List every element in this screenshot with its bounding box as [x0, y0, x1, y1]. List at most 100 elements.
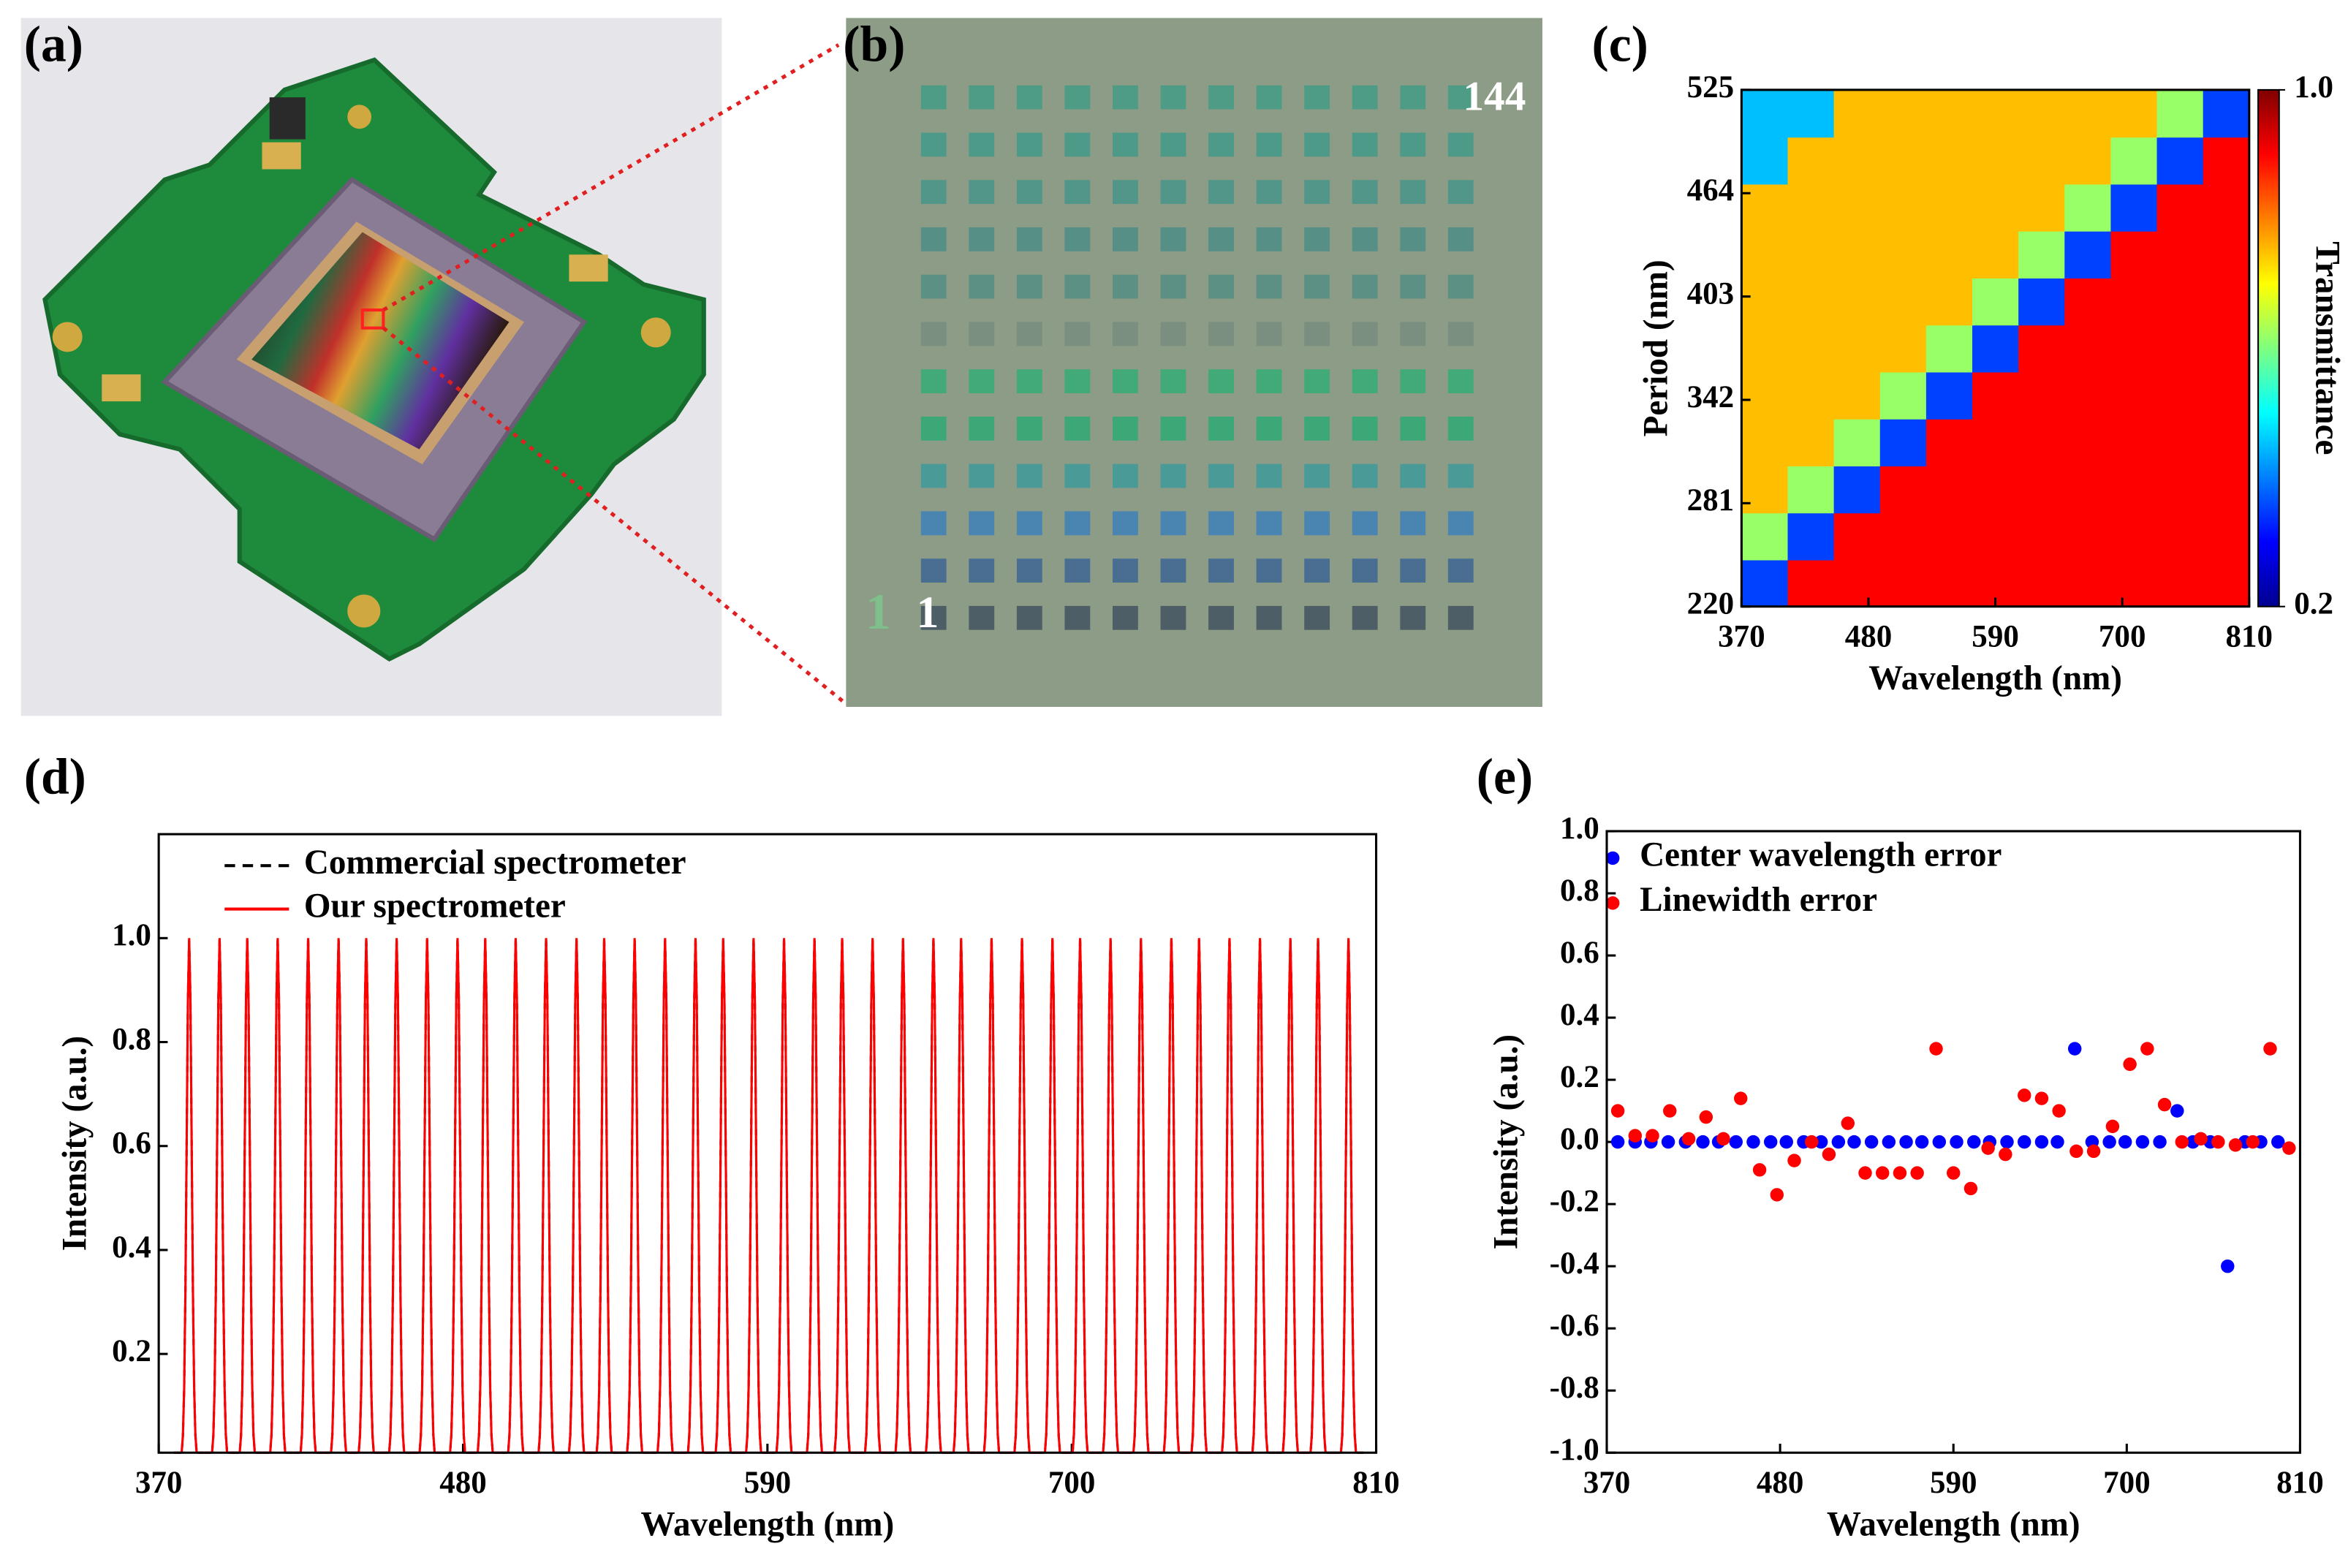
scatter-point: [2052, 1104, 2066, 1118]
filter-square: [1208, 558, 1234, 583]
filter-square: [1352, 227, 1378, 251]
x-tick-label: 370: [1583, 1466, 1631, 1500]
filter-square: [1256, 132, 1282, 157]
heatmap-cell: [1879, 418, 1927, 466]
legend-label: Center wavelength error: [1640, 836, 2002, 874]
filter-square: [1208, 132, 1234, 157]
panel-label: (a): [24, 17, 83, 73]
heatmap-cell: [2064, 512, 2112, 561]
heatmap-cell: [2018, 418, 2066, 466]
scatter-point: [1734, 1091, 1748, 1105]
heatmap-cell: [2018, 325, 2066, 373]
scatter-point: [1950, 1135, 1963, 1149]
heatmap-cell: [2156, 89, 2204, 138]
plot-frame: [157, 833, 1378, 1454]
heatmap-cell: [1741, 89, 1789, 138]
filter-square: [1208, 463, 1234, 488]
zoom-line: [382, 43, 840, 312]
spectrum-peak: [946, 938, 977, 1454]
photo-b: [846, 18, 1542, 707]
spectrum-peak: [1007, 938, 1037, 1454]
filter-square: [1113, 558, 1138, 583]
heatmap-cell: [1741, 183, 1789, 232]
x-tick-label: 700: [1048, 1466, 1096, 1500]
y-tick-label: 0.4: [112, 1230, 151, 1265]
heatmap-cell: [2064, 277, 2112, 326]
filter-square: [1352, 605, 1378, 630]
y-tick-label: 1.0: [112, 918, 151, 952]
heatmap-cell: [1833, 512, 1881, 561]
scatter-point: [2135, 1135, 2150, 1149]
spectrum-peak: [1184, 938, 1214, 1454]
filter-square: [1160, 511, 1186, 536]
scatter-point: [2157, 1097, 2172, 1112]
scatter-point: [2246, 1135, 2260, 1149]
heatmap-cell: [2064, 325, 2112, 373]
legend-label: Our spectrometer: [304, 887, 566, 925]
spectrum-peak: [1333, 938, 1364, 1454]
spectrum-peak: [827, 938, 857, 1454]
filter-square: [1208, 605, 1234, 630]
spectrum-peak: [769, 938, 799, 1454]
filter-square: [1304, 227, 1330, 251]
spectrum-peak: [650, 938, 681, 1454]
heatmap-cell: [2064, 465, 2112, 514]
filter-square: [1400, 274, 1426, 299]
y-tick-label: 0.0: [1560, 1122, 1599, 1156]
filter-square: [1447, 132, 1474, 157]
heatmap-cell: [1741, 465, 1789, 514]
spectrum-peak: [470, 938, 501, 1454]
heatmap-cell: [2203, 418, 2250, 466]
scatter-point: [1841, 1116, 1855, 1130]
x-axis-label: Wavelength (nm): [1868, 659, 2122, 697]
spectrum-peak: [650, 938, 681, 1454]
scatter-point: [1858, 1166, 1872, 1180]
heatmap-cell: [1972, 89, 2020, 138]
filter-square: [1352, 322, 1378, 346]
spectrum-peak: [1303, 938, 1333, 1454]
filter-square: [1400, 322, 1426, 346]
heatmap-cell: [2156, 230, 2204, 279]
filter-square: [920, 511, 947, 536]
heatmap-cell: [1787, 277, 1835, 326]
spectrum-peak: [589, 938, 619, 1454]
filter-square: [1016, 558, 1042, 583]
filter-square: [1352, 511, 1378, 536]
scatter-point: [1910, 1166, 1924, 1180]
filter-square: [1016, 416, 1042, 441]
colorbar-tick-label: 1.0: [2294, 70, 2333, 105]
spectrum-peak: [174, 938, 205, 1454]
x-tick-label: 480: [1757, 1466, 1804, 1500]
colorbar: [2257, 88, 2280, 607]
spectrum-peak: [1037, 938, 1068, 1454]
scatter-point: [1929, 1042, 1943, 1056]
filter-square: [1400, 227, 1426, 251]
x-tick-label: 590: [1930, 1466, 1977, 1500]
heatmap-cell: [1879, 559, 1927, 607]
heatmap-cell: [2064, 371, 2112, 420]
heatmap-cell: [1879, 465, 1927, 514]
heatmap-cell: [1741, 277, 1789, 326]
spectrum-peak: [708, 938, 738, 1454]
filter-square: [1113, 85, 1138, 110]
heatmap-cell: [1925, 371, 1974, 420]
x-tick-label: 370: [135, 1466, 183, 1500]
y-tick-label: -0.2: [1550, 1184, 1599, 1219]
filter-square: [920, 132, 947, 157]
filter-square: [1113, 132, 1138, 157]
heatmap-cell: [1741, 230, 1789, 279]
heatmap-cell: [2156, 465, 2204, 514]
y-tick-label: 0.8: [1560, 874, 1599, 908]
scatter-point: [2211, 1135, 2225, 1149]
spectrum-peak: [500, 938, 531, 1454]
heatmap-cell: [2064, 89, 2112, 138]
spectrum-peak: [204, 938, 235, 1454]
spectrum-peak: [1275, 938, 1306, 1454]
scatter-point: [1831, 1135, 1846, 1149]
heatmap-cell: [1925, 137, 1974, 185]
spectrum-peak: [561, 938, 592, 1454]
spectrum-peak: [799, 938, 830, 1454]
filter-square: [920, 369, 947, 393]
heatmap-cell: [1741, 137, 1789, 185]
heatmap-cell: [1972, 512, 2020, 561]
